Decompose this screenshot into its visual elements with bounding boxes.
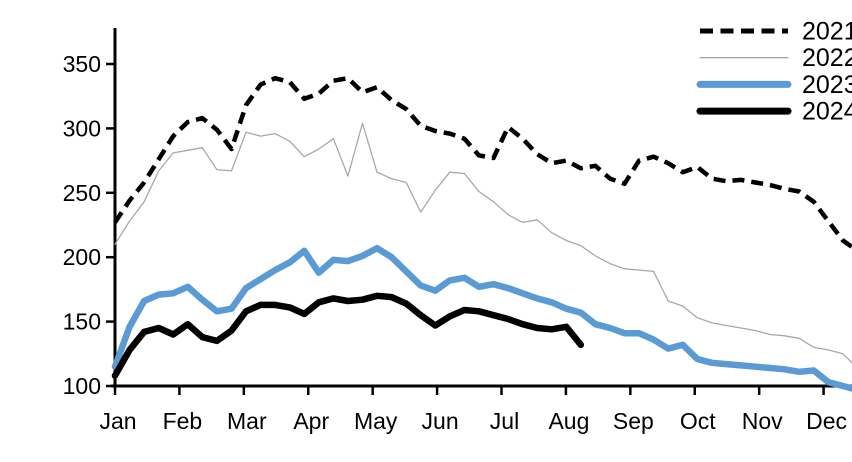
x-tick-label-month: Oct	[680, 408, 716, 434]
series-line-2021	[113, 75, 852, 250]
x-tick-label-month: Jun	[422, 408, 459, 434]
line-chart: 350 300 250 200 150 100 Jan Feb Mar Apr May Jun Jul A…	[40, 16, 852, 446]
series-line-2024	[111, 292, 585, 379]
legend-label-2024: 2024	[802, 98, 852, 126]
legend-label-2021: 2021	[802, 18, 852, 46]
x-tick-label-month: Sep	[613, 408, 654, 434]
x-tick-label-month: May	[354, 408, 398, 434]
x-tick-label-month: Mar	[227, 408, 267, 434]
y-tick-label: 100	[63, 373, 101, 399]
y-tick-label: 300	[63, 115, 101, 141]
legend-label-2022: 2022	[802, 44, 852, 72]
x-tick-label-month: Dec	[806, 408, 847, 434]
x-tick-label-month: Jan	[99, 408, 136, 434]
y-tick-label: 350	[63, 51, 101, 77]
x-tick-label-month: Nov	[742, 408, 783, 434]
x-tick-label-month: Aug	[548, 408, 589, 434]
legend-label-2023: 2023	[802, 71, 852, 99]
series-line-2023	[111, 244, 852, 392]
y-tick-label: 150	[63, 309, 101, 335]
x-tick-label-month: Jul	[490, 408, 519, 434]
x-tick-label-month: Feb	[163, 408, 203, 434]
y-tick-label: 250	[63, 180, 101, 206]
chart-canvas: 350 300 250 200 150 100 Jan Feb Mar Apr May Jun Jul A…	[63, 18, 852, 434]
x-tick-label-month: Apr	[293, 408, 329, 434]
y-tick-label: 200	[63, 244, 101, 270]
series-line-2022	[114, 122, 852, 364]
